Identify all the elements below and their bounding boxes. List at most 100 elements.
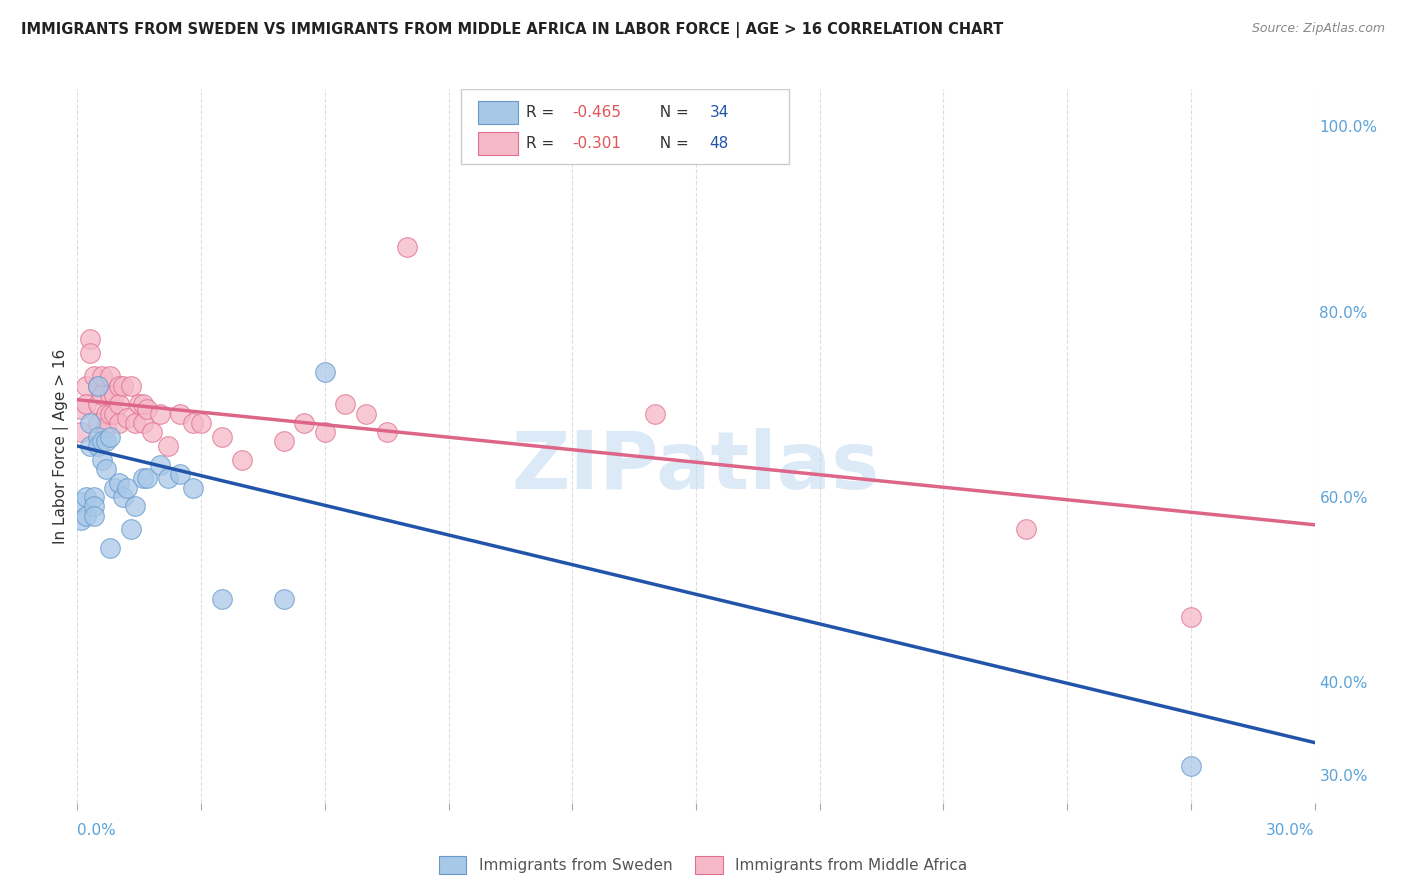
Point <box>136 401 159 416</box>
Point <box>149 407 172 421</box>
Point <box>91 453 114 467</box>
Point <box>644 407 666 421</box>
Point <box>98 430 121 444</box>
Point <box>292 416 315 430</box>
Point <box>354 407 377 421</box>
Point <box>314 425 336 439</box>
Point <box>98 407 121 421</box>
Point <box>70 425 93 439</box>
Point <box>87 397 110 411</box>
Point <box>79 333 101 347</box>
Point <box>115 481 138 495</box>
Point <box>375 425 398 439</box>
Text: IMMIGRANTS FROM SWEDEN VS IMMIGRANTS FROM MIDDLE AFRICA IN LABOR FORCE | AGE > 1: IMMIGRANTS FROM SWEDEN VS IMMIGRANTS FRO… <box>21 22 1004 38</box>
Point <box>231 453 253 467</box>
Point <box>211 430 233 444</box>
Point <box>1180 758 1202 772</box>
Text: Source: ZipAtlas.com: Source: ZipAtlas.com <box>1251 22 1385 36</box>
Text: R =: R = <box>526 136 560 151</box>
Point <box>157 439 180 453</box>
Text: -0.301: -0.301 <box>572 136 621 151</box>
Point <box>107 416 129 430</box>
Point <box>91 388 114 402</box>
Point <box>1180 610 1202 624</box>
Point <box>1015 523 1038 537</box>
Point <box>87 430 110 444</box>
Point <box>98 541 121 555</box>
Text: N =: N = <box>650 136 693 151</box>
Point <box>75 378 97 392</box>
Text: 0.0%: 0.0% <box>77 823 117 838</box>
Point <box>149 458 172 472</box>
Point <box>124 416 146 430</box>
Point <box>75 508 97 523</box>
Point <box>87 439 110 453</box>
Point <box>87 378 110 392</box>
Legend: Immigrants from Sweden, Immigrants from Middle Africa: Immigrants from Sweden, Immigrants from … <box>433 850 973 880</box>
FancyBboxPatch shape <box>461 89 789 164</box>
Point <box>75 397 97 411</box>
Point <box>169 407 191 421</box>
Point <box>157 471 180 485</box>
Text: R =: R = <box>526 105 560 120</box>
Point <box>103 388 125 402</box>
Point <box>169 467 191 481</box>
Point <box>107 378 129 392</box>
Point <box>91 369 114 384</box>
Point <box>111 378 134 392</box>
Point <box>79 439 101 453</box>
Text: N =: N = <box>650 105 693 120</box>
Point <box>70 401 93 416</box>
Point <box>115 411 138 425</box>
Point <box>128 397 150 411</box>
Point <box>190 416 212 430</box>
Point <box>136 471 159 485</box>
Point <box>132 471 155 485</box>
Text: 48: 48 <box>710 136 728 151</box>
Point <box>396 240 419 254</box>
Point <box>70 494 93 508</box>
Point <box>124 500 146 514</box>
Point <box>141 425 163 439</box>
Point <box>96 420 118 434</box>
Point <box>211 591 233 606</box>
Point <box>96 407 118 421</box>
Point <box>83 508 105 523</box>
Text: 34: 34 <box>710 105 728 120</box>
Point <box>75 490 97 504</box>
Point <box>70 513 93 527</box>
Point <box>107 397 129 411</box>
Text: -0.465: -0.465 <box>572 105 621 120</box>
Point <box>103 407 125 421</box>
Point <box>98 369 121 384</box>
Point <box>103 481 125 495</box>
FancyBboxPatch shape <box>478 132 517 155</box>
Point <box>120 378 142 392</box>
Point <box>83 369 105 384</box>
Point <box>98 388 121 402</box>
Point <box>132 397 155 411</box>
Point <box>96 434 118 449</box>
Point <box>79 416 101 430</box>
Point <box>91 434 114 449</box>
Point <box>273 434 295 449</box>
Point <box>335 397 357 411</box>
Point <box>87 378 110 392</box>
Point <box>79 346 101 360</box>
Point <box>83 500 105 514</box>
Point <box>314 365 336 379</box>
Text: 30.0%: 30.0% <box>1267 823 1315 838</box>
Point <box>96 462 118 476</box>
Y-axis label: In Labor Force | Age > 16: In Labor Force | Age > 16 <box>53 349 69 543</box>
Point <box>273 591 295 606</box>
FancyBboxPatch shape <box>478 102 517 124</box>
Point <box>132 416 155 430</box>
Point <box>111 490 134 504</box>
Point <box>120 523 142 537</box>
Text: ZIPatlas: ZIPatlas <box>512 428 880 507</box>
Point <box>181 416 204 430</box>
Point <box>83 490 105 504</box>
Point <box>87 416 110 430</box>
Point <box>181 481 204 495</box>
Point <box>107 476 129 491</box>
